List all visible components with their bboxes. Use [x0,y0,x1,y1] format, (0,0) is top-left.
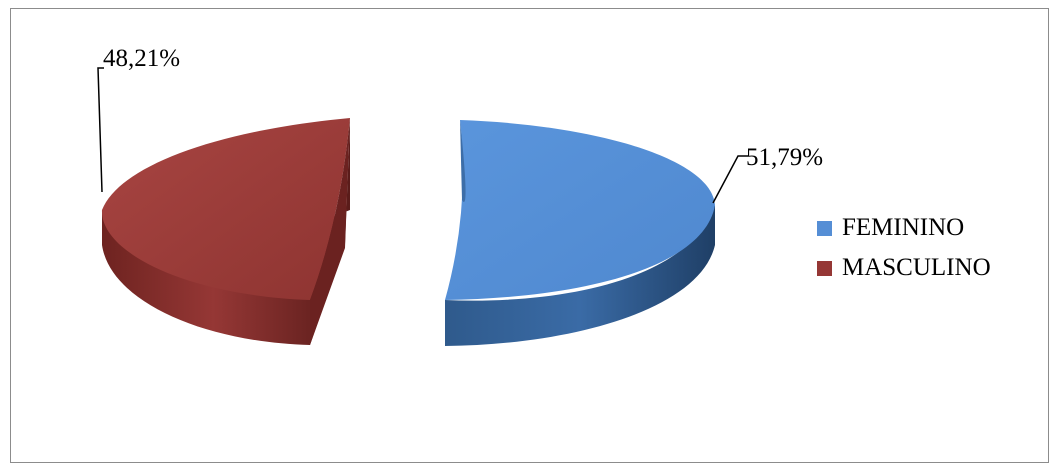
slice-masculino[interactable] [101,118,351,345]
leader-line-masculino [97,67,104,193]
legend-item-feminino: FEMININO [817,208,991,248]
legend-swatch-masculino [817,260,832,276]
legend-label-masculino: MASCULINO [842,254,991,281]
slice-feminino-side [445,205,715,346]
slice-masculino-top [101,118,351,300]
legend-label-feminino: FEMININO [842,214,965,241]
data-label-feminino: 51,79% [746,144,823,171]
legend-item-masculino: MASCULINO [817,248,991,288]
legend: FEMININO MASCULINO [817,208,991,288]
legend-swatch-feminino [817,220,832,236]
leader-line-feminino [712,155,748,204]
data-label-masculino: 48,21% [103,45,180,72]
slice-feminino[interactable] [445,120,715,346]
slice-feminino-top [445,120,715,300]
